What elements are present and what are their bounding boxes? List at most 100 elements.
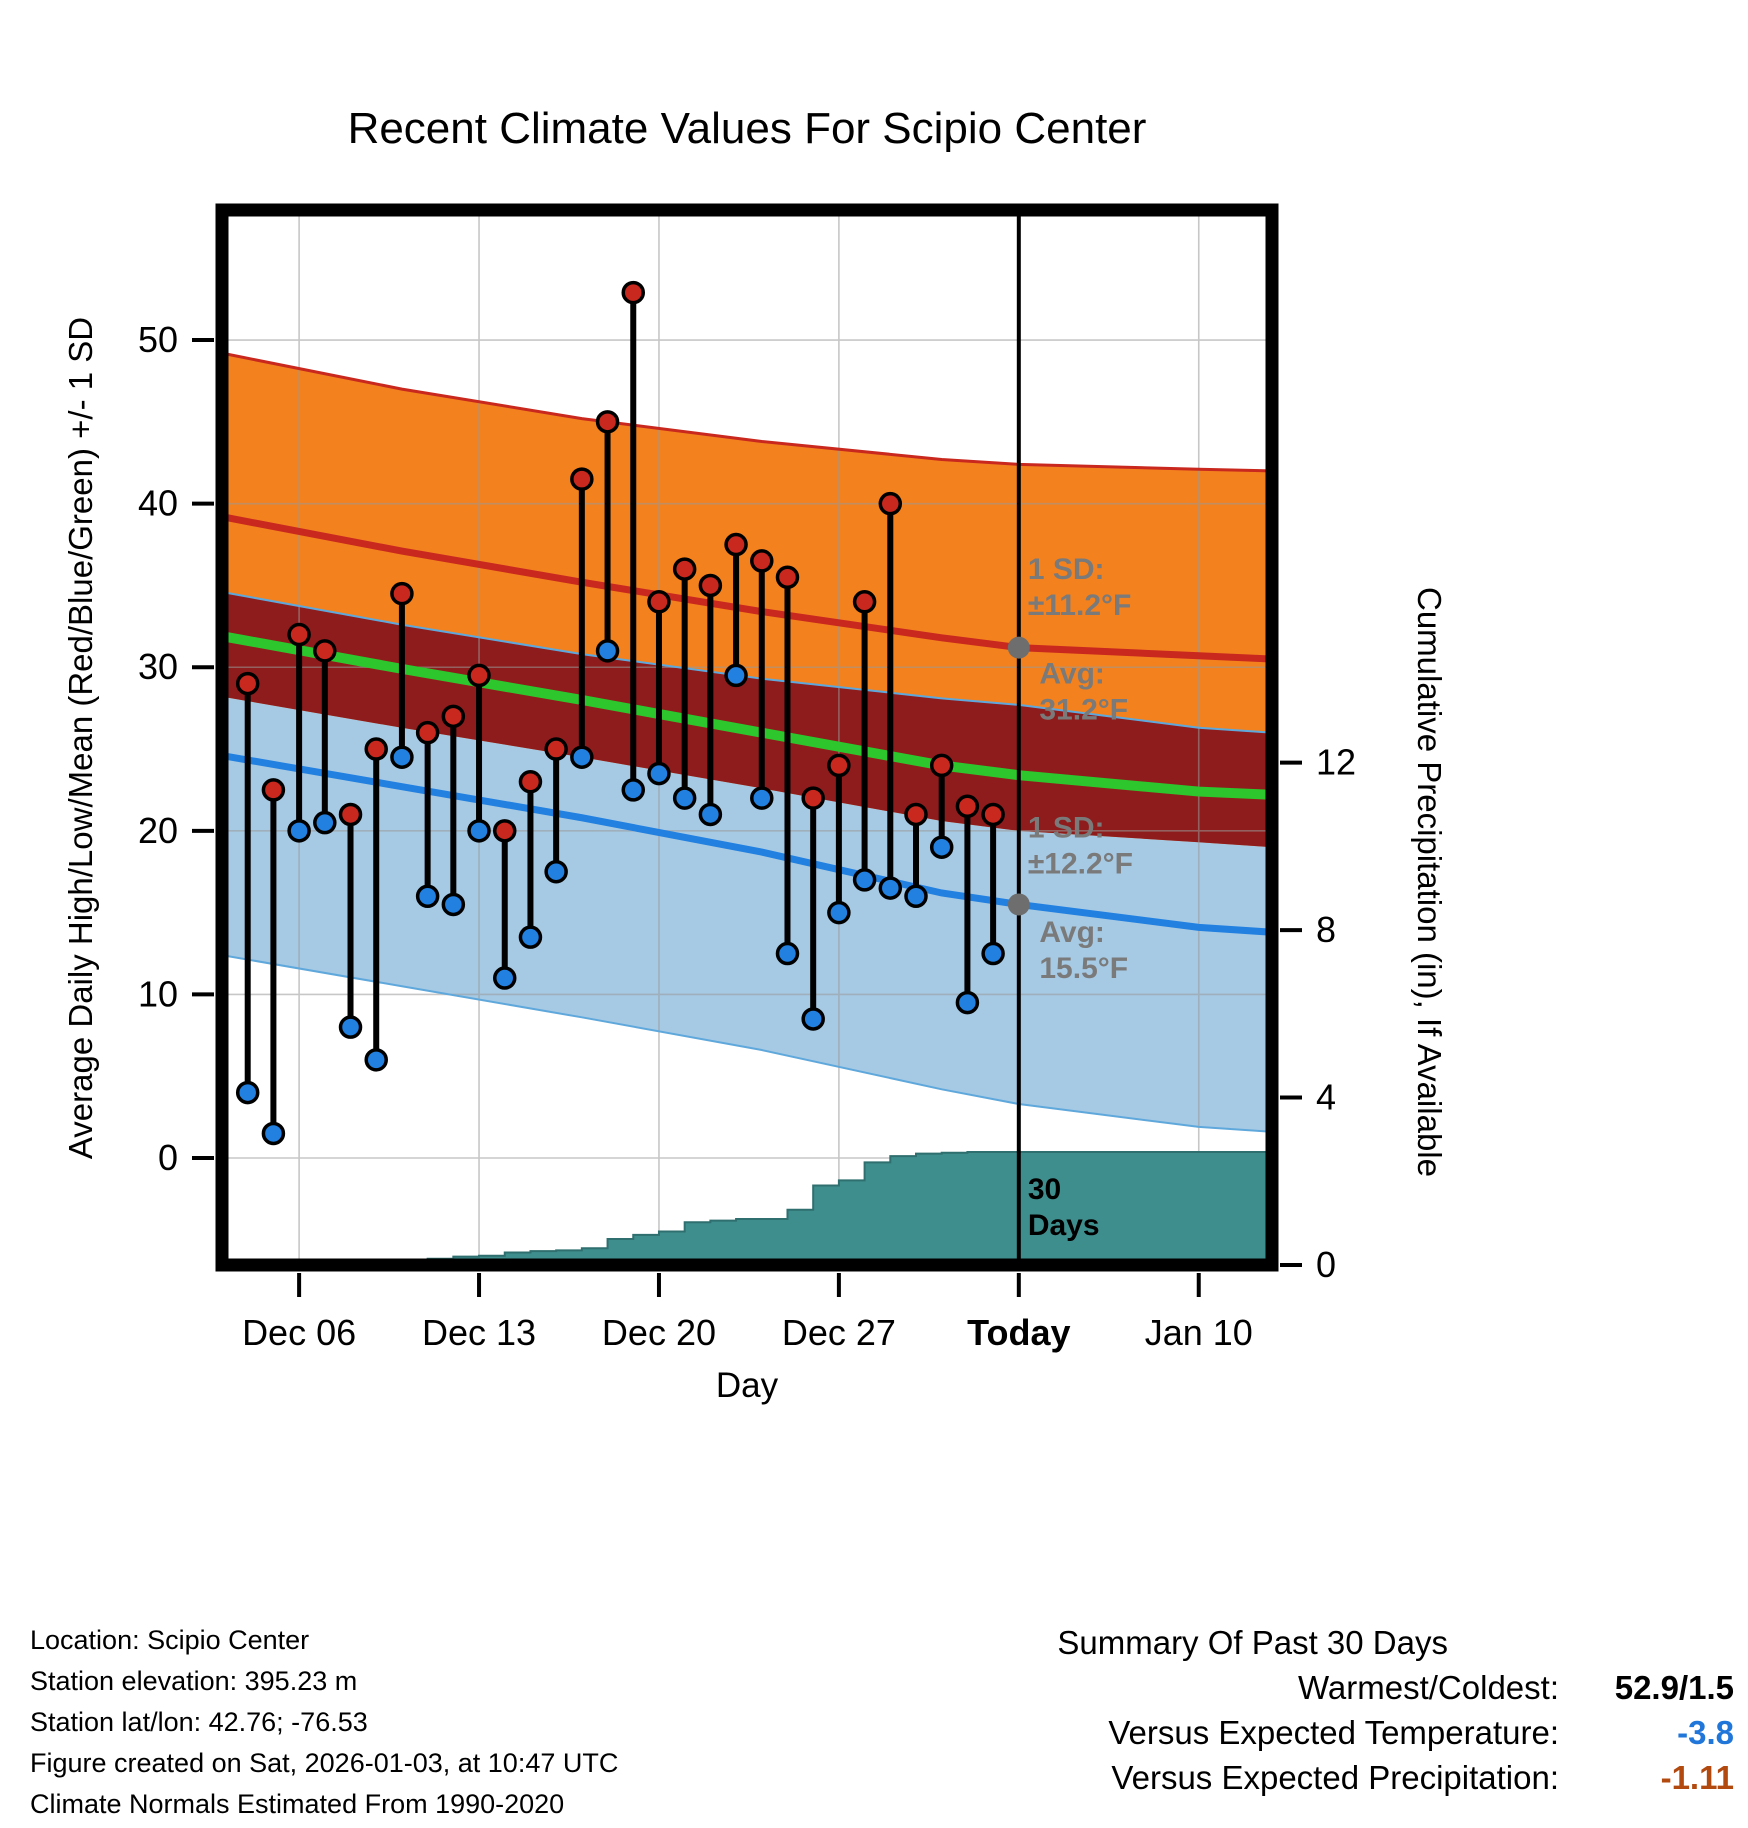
high-dot bbox=[235, 671, 260, 696]
low-dot bbox=[287, 819, 311, 843]
left-tick-label: 40 bbox=[138, 483, 178, 524]
summary-value: 52.9/1.5 bbox=[1614, 1669, 1734, 1706]
high-dot bbox=[313, 639, 337, 663]
low-lower-edge bbox=[221, 954, 1273, 1133]
left-tick-label: 30 bbox=[138, 646, 178, 687]
summary-label: Versus Expected Temperature: bbox=[1108, 1714, 1559, 1751]
low-upper-edge bbox=[221, 591, 1273, 734]
high-dot bbox=[904, 802, 928, 827]
low-dot bbox=[827, 900, 851, 925]
summary-value: -3.8 bbox=[1677, 1714, 1734, 1751]
x-tick-label: Dec 27 bbox=[782, 1312, 896, 1353]
chart-annotation: Days bbox=[1028, 1209, 1100, 1242]
band-overlap bbox=[222, 591, 1272, 848]
low-dot bbox=[647, 761, 671, 786]
high-dot bbox=[570, 467, 594, 491]
chart-annotation: 31.2°F bbox=[1039, 694, 1128, 727]
high-dot bbox=[672, 557, 697, 581]
left-tick-label: 20 bbox=[138, 810, 178, 851]
low-dot bbox=[698, 802, 723, 827]
high-dot bbox=[750, 549, 774, 573]
plot-frame bbox=[215, 203, 1279, 1272]
high-dot bbox=[544, 737, 568, 761]
left-tick-label: 0 bbox=[158, 1137, 178, 1178]
low-dot bbox=[467, 819, 491, 843]
latlon-line: Station lat/lon: 42.76; -76.53 bbox=[30, 1707, 368, 1737]
left-tick-label: 10 bbox=[138, 973, 178, 1014]
chart-annotation: Avg: bbox=[1039, 658, 1105, 691]
low-dot bbox=[595, 639, 620, 663]
low-dot bbox=[544, 859, 568, 884]
high-dot bbox=[338, 802, 363, 827]
high-dot bbox=[724, 532, 748, 557]
chart-annotation: ±11.2°F bbox=[1028, 589, 1132, 622]
high-dot bbox=[467, 663, 491, 688]
low-dot bbox=[724, 663, 748, 688]
x-axis-label: Day bbox=[715, 1366, 779, 1405]
low-dot bbox=[390, 745, 414, 769]
chart-annotation: Avg: bbox=[1039, 916, 1105, 949]
low-dot bbox=[801, 1007, 825, 1031]
low-dot bbox=[852, 868, 877, 892]
high-dot bbox=[287, 622, 311, 647]
high-dot bbox=[929, 753, 954, 778]
low-dot bbox=[955, 990, 980, 1015]
low-dot bbox=[261, 1121, 286, 1146]
normals-line: Climate Normals Estimated From 1990-2020 bbox=[30, 1789, 565, 1819]
location-line: Location: Scipio Center bbox=[30, 1625, 310, 1655]
right-tick-label: 4 bbox=[1316, 1077, 1336, 1118]
daily-highlow-bars bbox=[235, 280, 1005, 1146]
station-info: Location: Scipio Center Station elevatio… bbox=[30, 1620, 618, 1825]
right-tick-label: 8 bbox=[1316, 909, 1336, 950]
summary-label: Versus Expected Precipitation: bbox=[1111, 1759, 1559, 1796]
right-tick-label: 12 bbox=[1316, 742, 1356, 783]
summary-label: Warmest/Coldest: bbox=[1297, 1669, 1559, 1706]
low-dot bbox=[878, 876, 903, 900]
chart-annotation: 1 SD: bbox=[1028, 811, 1105, 844]
high-dot bbox=[415, 720, 440, 745]
summary-value: -1.11 bbox=[1660, 1759, 1734, 1796]
high-dot bbox=[852, 590, 877, 614]
high-avg-marker bbox=[1007, 636, 1030, 659]
x-tick-label: Jan 10 bbox=[1145, 1312, 1253, 1353]
chart-annotation: 1 SD: bbox=[1028, 553, 1105, 586]
chart-annotation: 15.5°F bbox=[1039, 952, 1128, 985]
x-tick-label: Dec 06 bbox=[242, 1312, 356, 1353]
chart-title: Recent Climate Values For Scipio Center bbox=[347, 104, 1147, 153]
chart-annotation: 30 bbox=[1028, 1173, 1061, 1206]
low-dot bbox=[929, 835, 954, 859]
x-tick-label: Today bbox=[967, 1312, 1070, 1353]
high-dot bbox=[595, 410, 620, 434]
low-dot bbox=[570, 745, 594, 769]
x-tick-label: Dec 13 bbox=[422, 1312, 536, 1353]
right-tick-label: 0 bbox=[1316, 1244, 1336, 1285]
created-line: Figure created on Sat, 2026-01-03, at 10… bbox=[30, 1748, 619, 1778]
low-dot bbox=[492, 966, 517, 990]
high-dot bbox=[801, 786, 825, 810]
elevation-line: Station elevation: 395.23 m bbox=[30, 1666, 358, 1696]
low-dot bbox=[364, 1048, 388, 1072]
low-mean-line bbox=[221, 752, 1273, 936]
daily-mean-line bbox=[221, 631, 1273, 800]
low-avg-marker bbox=[1007, 893, 1030, 916]
summary-panel: Summary Of Past 30 Days Warmest/Coldest:… bbox=[974, 1620, 1734, 1800]
high-dot bbox=[441, 704, 466, 729]
low-dot bbox=[750, 786, 774, 810]
high-dot bbox=[775, 565, 800, 590]
axis-ticks: 0 10 20 30 40 50 0 4 8 12 Dec 06 Dec 13 Dec 20 Dec 27… bbox=[138, 319, 1356, 1353]
high-upper-edge bbox=[221, 351, 1273, 473]
low-dot bbox=[441, 892, 466, 917]
low-dot bbox=[338, 1015, 363, 1039]
high-dot bbox=[518, 770, 543, 794]
high-dot bbox=[364, 737, 388, 761]
high-dot bbox=[492, 819, 517, 843]
high-dot bbox=[621, 280, 646, 305]
right-axis-label: Cumulative Precipitation (in), If Availa… bbox=[1411, 586, 1448, 1177]
low-dot bbox=[518, 925, 543, 949]
high-mean-line bbox=[221, 513, 1273, 663]
chart-annotation: ±12.2°F bbox=[1028, 847, 1133, 880]
high-dot bbox=[698, 573, 723, 598]
summary-heading: Summary Of Past 30 Days bbox=[1057, 1624, 1448, 1661]
